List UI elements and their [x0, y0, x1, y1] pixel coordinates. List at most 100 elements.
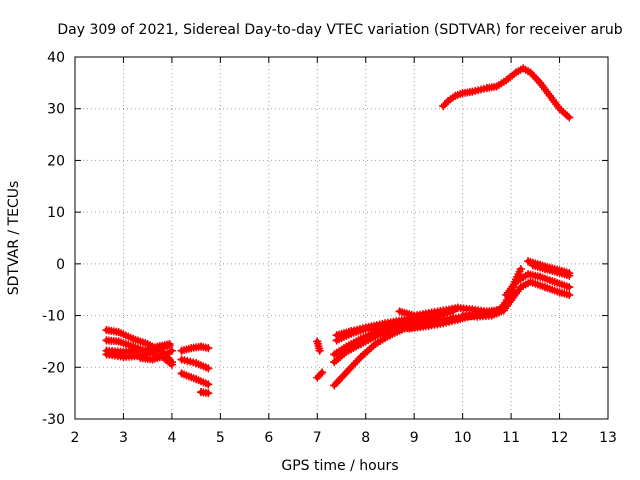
data-point: [565, 283, 574, 292]
series-band: [314, 369, 325, 381]
data-point: [177, 355, 186, 364]
data-point: [536, 78, 545, 87]
data-point: [204, 389, 213, 398]
data-point: [473, 312, 482, 321]
data-point: [502, 76, 511, 85]
data-point: [487, 311, 496, 320]
data-point: [524, 257, 533, 266]
y-tick-label: 30: [47, 102, 65, 118]
data-point: [511, 277, 520, 286]
data-point: [138, 346, 147, 355]
data-point: [160, 351, 169, 360]
data-series-arc-6: [177, 342, 213, 355]
data-point: [356, 352, 365, 361]
data-point: [318, 368, 327, 377]
data-point: [516, 265, 525, 274]
data-point: [315, 346, 324, 355]
data-point: [482, 84, 491, 93]
data-point: [468, 87, 477, 96]
x-axis-label: GPS time / hours: [281, 458, 398, 474]
data-point: [196, 342, 205, 351]
data-point: [565, 271, 574, 280]
data-point: [196, 388, 205, 397]
data-series-arc-21: [502, 270, 574, 299]
data-point: [129, 334, 138, 343]
data-point: [526, 68, 535, 77]
data-series-arc-8: [177, 369, 213, 389]
data-series-arc-4: [102, 340, 174, 356]
data-point: [439, 319, 448, 328]
x-tick-label: 7: [313, 430, 322, 446]
data-point: [165, 340, 174, 349]
data-point: [330, 381, 339, 390]
data-point: [148, 355, 157, 364]
data-point: [555, 288, 564, 297]
x-tick-label: 4: [167, 430, 176, 446]
data-point: [192, 359, 201, 368]
x-tick-label: 9: [410, 430, 419, 446]
data-point: [204, 380, 213, 389]
data-point: [356, 334, 365, 343]
data-point: [177, 346, 186, 355]
data-point: [528, 261, 537, 270]
data-point: [526, 277, 535, 286]
data-point: [444, 96, 453, 105]
data-point: [458, 89, 467, 98]
data-point: [313, 337, 322, 346]
data-point: [536, 272, 545, 281]
data-series-arc-9: [196, 388, 213, 398]
data-point: [204, 344, 213, 353]
data-point: [204, 364, 213, 373]
data-point: [453, 303, 462, 312]
data-point: [395, 307, 404, 316]
data-point: [347, 327, 356, 336]
data-series-arc-23: [528, 261, 574, 280]
data-point: [119, 347, 128, 356]
plot-area: [102, 64, 574, 398]
data-point: [114, 328, 123, 337]
data-point: [400, 315, 409, 324]
data-point: [136, 353, 145, 362]
data-series-arc-5: [136, 346, 176, 364]
data-point: [555, 104, 564, 113]
data-point: [541, 283, 550, 292]
data-point: [424, 308, 433, 317]
data-point: [330, 358, 339, 367]
data-point: [381, 319, 390, 328]
data-series-arc-20: [458, 277, 574, 321]
y-axis-label: SDTVAR / TECUs: [6, 181, 22, 296]
data-point: [361, 323, 370, 332]
data-point: [313, 373, 322, 382]
data-point: [453, 315, 462, 324]
data-point: [439, 306, 448, 315]
data-point: [332, 331, 341, 340]
data-point: [410, 311, 419, 320]
data-point: [565, 290, 574, 299]
x-tick-label: 13: [599, 430, 617, 446]
data-point: [102, 336, 111, 345]
data-point: [330, 350, 339, 359]
x-tick-label: 12: [551, 430, 569, 446]
y-tick-label: -10: [42, 309, 65, 325]
y-tick-label: 20: [47, 153, 65, 169]
y-tick-label: 0: [56, 257, 65, 273]
data-series-arc-24: [439, 64, 574, 122]
x-tick-label: 10: [454, 430, 472, 446]
data-series-arc-11: [313, 368, 327, 382]
data-point: [516, 283, 525, 292]
data-point: [102, 346, 111, 355]
data-point: [187, 344, 196, 353]
data-point: [492, 82, 501, 91]
data-point: [342, 342, 351, 351]
y-tick-label: 10: [47, 205, 65, 221]
plot-frame: [74, 56, 609, 420]
data-point: [192, 375, 201, 384]
data-point: [167, 346, 176, 355]
data-point: [424, 321, 433, 330]
grid: [75, 57, 608, 419]
chart-title: Day 309 of 2021, Sidereal Day-to-day VTE…: [57, 22, 622, 38]
data-point: [553, 268, 562, 277]
data-point: [153, 342, 162, 351]
data-point: [451, 91, 460, 100]
